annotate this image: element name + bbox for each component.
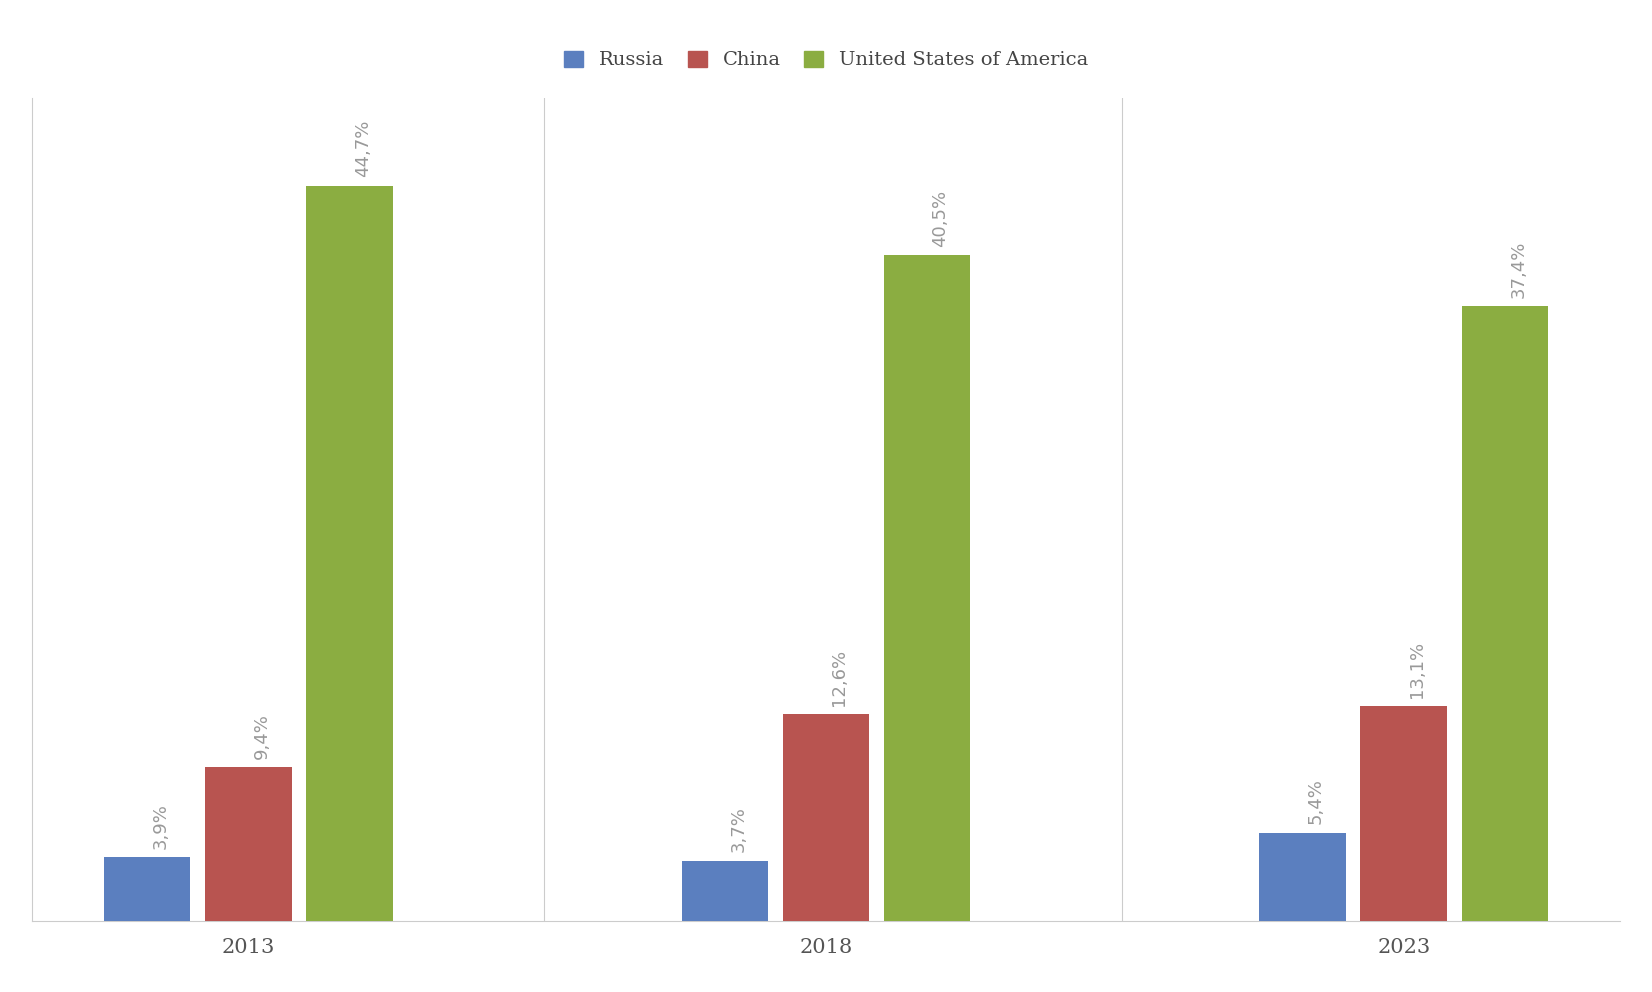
Bar bbox=[884, 255, 970, 922]
Text: 9,4%: 9,4% bbox=[253, 712, 271, 759]
Bar bbox=[783, 714, 869, 922]
Bar bbox=[682, 861, 768, 922]
Text: 3,7%: 3,7% bbox=[729, 806, 747, 852]
Legend: Russia, China, United States of America: Russia, China, United States of America bbox=[563, 51, 1089, 69]
Text: 13,1%: 13,1% bbox=[1408, 641, 1426, 697]
Text: 40,5%: 40,5% bbox=[932, 189, 950, 247]
Text: 44,7%: 44,7% bbox=[354, 120, 372, 178]
Text: 3,9%: 3,9% bbox=[152, 804, 170, 849]
Bar bbox=[1259, 832, 1346, 922]
Text: 12,6%: 12,6% bbox=[831, 649, 849, 706]
Bar bbox=[1462, 306, 1548, 922]
Bar bbox=[1361, 706, 1447, 922]
Text: 5,4%: 5,4% bbox=[1307, 779, 1325, 824]
Bar bbox=[306, 186, 393, 922]
Bar bbox=[205, 767, 291, 922]
Text: 37,4%: 37,4% bbox=[1510, 240, 1526, 298]
Bar bbox=[104, 857, 190, 922]
